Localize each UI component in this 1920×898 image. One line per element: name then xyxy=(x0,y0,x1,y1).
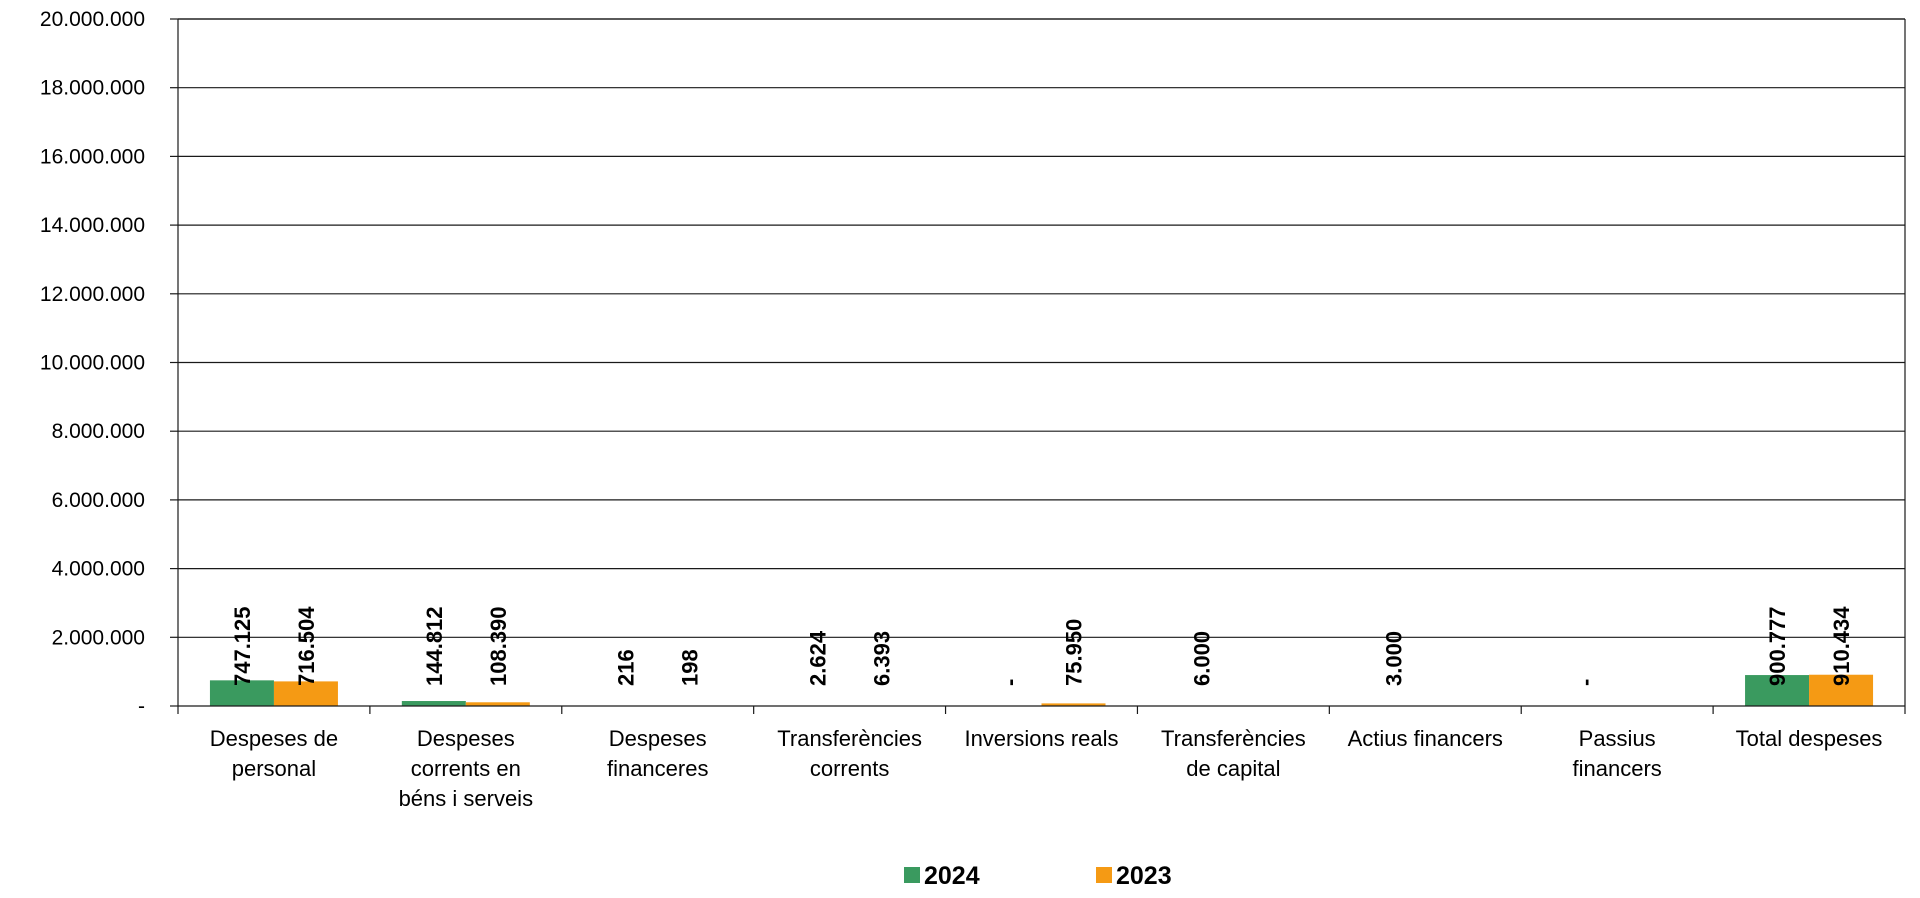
y-tick-label: 10.000.000 xyxy=(40,352,145,375)
x-category-label: Total despeses xyxy=(1736,726,1883,751)
legend: 2024 2023 xyxy=(904,862,1172,890)
x-category-label: Passius xyxy=(1579,726,1656,751)
bar-2024 xyxy=(1745,675,1810,706)
y-tick-label: 18.000.000 xyxy=(40,77,145,100)
y-tick-label: 16.000.000 xyxy=(40,145,145,168)
data-label-2024: - xyxy=(998,679,1023,686)
y-tick-label: 12.000.000 xyxy=(40,283,145,306)
data-label-2023: 6.393 xyxy=(870,631,895,686)
x-category-label: financeres xyxy=(607,756,709,781)
data-label-2024: 6.000 xyxy=(1189,631,1214,686)
y-tick-label: 20.000.000 xyxy=(40,8,145,31)
data-label-2023: 75.950 xyxy=(1062,619,1087,686)
bars xyxy=(209,674,1874,706)
data-label-2023: 716.504 xyxy=(294,606,319,686)
data-label-2023: 198 xyxy=(678,649,703,686)
x-category-label: Despeses de xyxy=(210,726,338,751)
data-label-2024: 900.777 xyxy=(1765,606,1790,686)
x-category-label: Despeses xyxy=(609,726,707,751)
data-label-2023: 108.390 xyxy=(486,606,511,686)
data-label-2023: 910.434 xyxy=(1829,606,1854,686)
bar-2023 xyxy=(273,681,338,706)
y-axis: - 2.000.000 4.000.000 6.000.000 8.000.000 10.… xyxy=(40,8,1906,718)
data-label-2024: 3.000 xyxy=(1381,631,1406,686)
y-tick-label: 8.000.000 xyxy=(52,420,145,443)
data-label-2024: 747.125 xyxy=(230,606,255,686)
data-label-2024: 144.812 xyxy=(422,606,447,686)
x-category-label: Transferències xyxy=(777,726,922,751)
bar-2024 xyxy=(401,701,466,706)
legend-swatch-2023 xyxy=(1096,867,1112,883)
legend-swatch-2024 xyxy=(904,867,920,883)
bar-2024 xyxy=(209,680,274,706)
x-category-label: financers xyxy=(1573,756,1662,781)
legend-label-2024: 2024 xyxy=(924,862,980,890)
data-label-2024: 2.624 xyxy=(806,630,831,686)
y-tick-label: 2.000.000 xyxy=(52,626,145,649)
gridlines xyxy=(178,18,1905,638)
data-labels: 747.125 716.504 144.812 108.390 216 198 2.624 6… xyxy=(230,606,1854,686)
bar-2023 xyxy=(465,702,530,706)
y-tick-label: - xyxy=(138,695,145,718)
data-label-2024: - xyxy=(1573,679,1598,686)
x-axis: Despeses de personal Despeses corrents en bé… xyxy=(177,705,1906,811)
x-category-label: Actius financers xyxy=(1348,726,1503,751)
x-category-label: de capital xyxy=(1186,756,1280,781)
x-category-label: corrents en xyxy=(411,756,521,781)
legend-label-2023: 2023 xyxy=(1116,862,1172,890)
x-category-label: personal xyxy=(232,756,316,781)
x-category-label: corrents xyxy=(810,756,889,781)
bar-2023 xyxy=(1809,674,1874,706)
bar-2023 xyxy=(1041,703,1106,706)
y-tick-label: 4.000.000 xyxy=(52,558,145,581)
x-category-label: Transferències xyxy=(1161,726,1306,751)
x-category-label: Despeses xyxy=(417,726,515,751)
data-label-2024: 216 xyxy=(614,649,639,686)
x-category-label: béns i serveis xyxy=(399,786,534,811)
y-tick-label: 14.000.000 xyxy=(40,214,145,237)
x-category-label: Inversions reals xyxy=(964,726,1118,751)
y-tick-label: 6.000.000 xyxy=(52,489,145,512)
